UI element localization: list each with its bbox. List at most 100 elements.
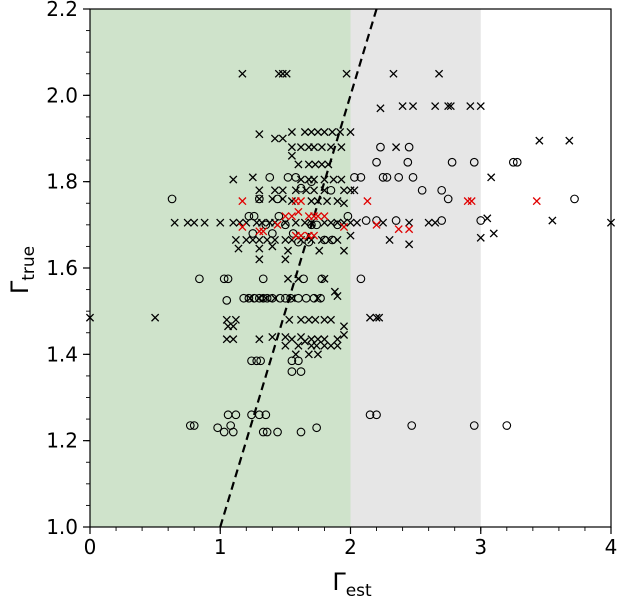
y-axis-label-main: Γ [6,280,34,294]
data-point-circle [261,410,271,420]
data-point-x [431,102,440,111]
data-point-circle [404,142,414,152]
data-point-circle [316,293,325,303]
data-point-x [300,127,309,137]
x-tick-label: 1 [214,535,227,559]
data-point-circle [378,173,388,182]
y-tick-label: 2.0 [46,83,78,107]
data-point-x-red [405,225,414,234]
data-point-x [255,294,264,303]
data-point-circle [167,194,177,204]
data-point-circle [281,293,290,303]
data-point-x [255,255,264,264]
data-point-circle [275,293,285,303]
data-point-x [548,216,557,225]
data-point-x [312,341,321,350]
y-axis-label: Γtrue [6,246,39,294]
data-point-x [346,231,355,240]
data-point-x-red [467,197,476,206]
data-point-x [333,335,342,344]
data-point-circle [372,410,381,420]
data-point-x [246,294,255,303]
data-point-x [336,127,345,137]
y-tick-label: 2.2 [46,0,78,21]
data-point-x [339,199,349,208]
data-point-x [255,244,264,253]
data-point-x [342,69,351,78]
data-point-circle [312,423,321,433]
data-point-x [339,186,349,195]
x-axis-label-subscript: est [346,581,372,601]
data-point-x [238,69,247,78]
data-point-x [317,235,326,245]
data-point-x [379,218,388,227]
data-point-x [248,235,257,245]
data-point-x [317,160,326,169]
data-point-x [320,186,329,195]
data-point-circle [219,427,229,437]
data-point-x-red [313,212,322,221]
data-point-x-red [394,225,403,234]
data-point-x [424,218,433,227]
data-point-x [304,350,313,359]
axis-ticks [83,8,612,534]
data-point-x [231,235,240,245]
data-point-circle [508,157,518,167]
shaded-regions [90,9,481,527]
data-point-x [263,235,272,245]
data-point-circle [417,185,427,195]
data-point-circle [327,235,337,245]
data-markers [85,69,616,437]
x-tick-label: 2 [344,535,357,559]
data-point-x [339,246,349,255]
data-point-x [287,143,296,152]
data-point-x [278,194,287,203]
data-point-x [294,341,303,350]
data-point-x [285,315,294,324]
data-point-x [268,333,277,342]
data-point-x [565,136,574,145]
data-point-x [326,341,336,350]
data-point-x [328,127,337,137]
data-point-x [309,143,319,152]
data-point-x [311,160,320,169]
data-point-x [398,102,407,111]
data-point-x [333,341,342,350]
data-point-x [307,335,316,344]
data-point-x [352,218,362,227]
data-point-x [296,175,306,184]
data-point-circle [394,173,404,182]
data-point-x [281,341,290,350]
data-point-x [476,102,485,111]
data-point-x [190,218,199,227]
data-point-circle [258,427,268,437]
data-point-x [311,315,320,324]
data-point-x [222,335,231,344]
data-point-x [255,335,264,344]
data-point-circle [228,427,238,437]
data-point-x [313,127,322,137]
data-point-circle [254,410,264,420]
data-point-circle [189,421,199,430]
data-point-x-red [309,231,319,240]
data-point-circle [408,173,418,182]
data-point-x [255,130,264,139]
data-point-x-red [320,212,329,221]
data-point-x [229,322,238,331]
data-point-x [170,218,179,227]
data-point-circle [361,216,371,225]
data-point-circle [317,274,327,284]
axis-tick-labels: 0 1 2 3 4 1.0 1.2 1.4 1.6 1.8 2.0 2.2 [46,0,617,559]
data-point-x [270,186,280,195]
data-point-x [248,173,257,182]
data-point-circle [222,296,232,305]
data-point-x [255,194,264,203]
data-point-circle [185,421,195,430]
data-point-x [339,322,349,331]
data-point-x [309,175,319,184]
data-point-x-red [363,197,372,206]
data-point-x [302,186,311,195]
data-point-circle [502,421,512,430]
data-point-circle [512,157,522,167]
data-point-x [255,186,264,195]
